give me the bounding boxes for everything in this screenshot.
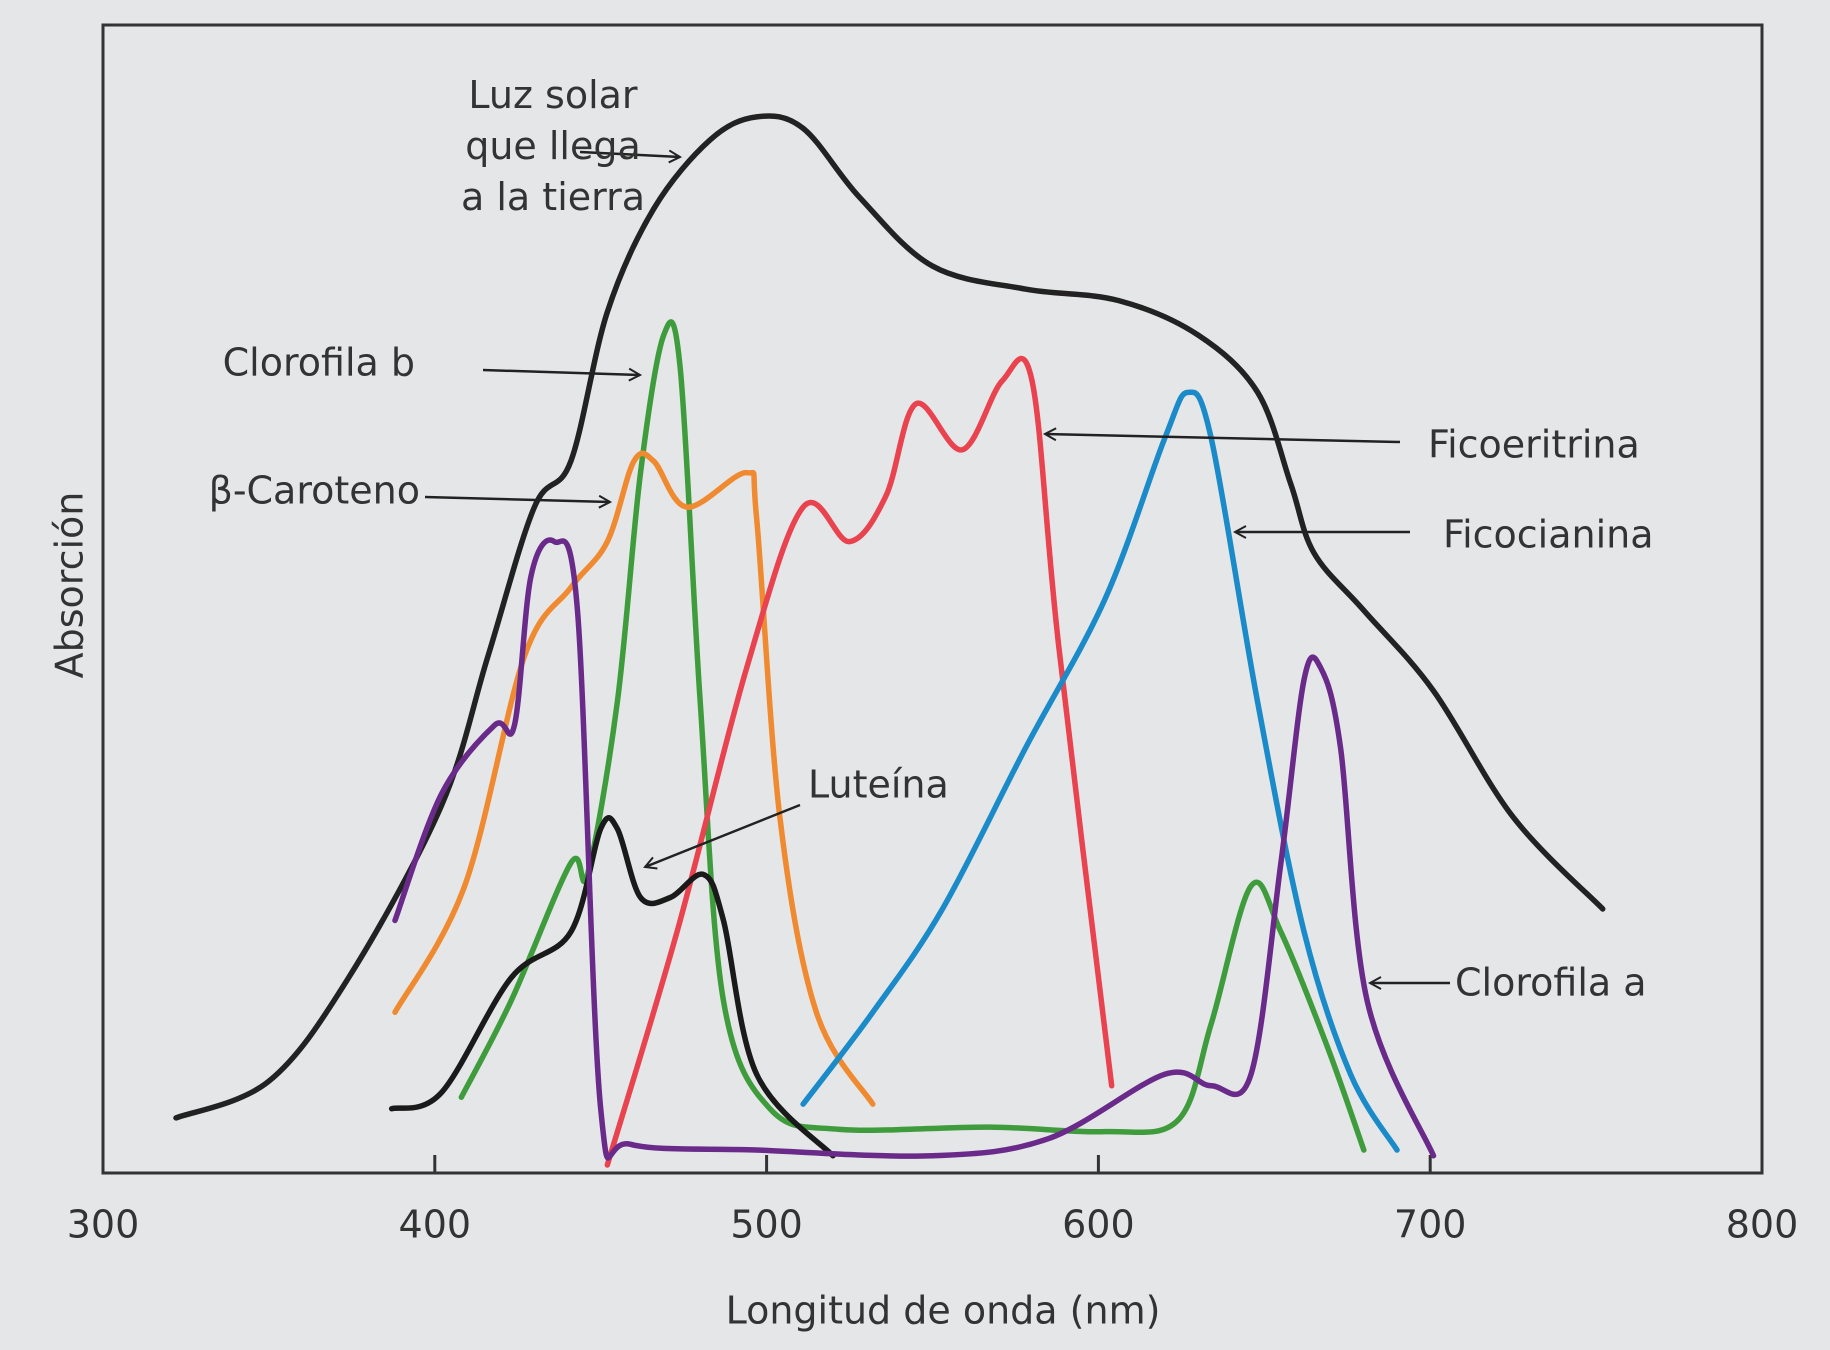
label-arrow <box>1045 434 1401 444</box>
x-tick-label: 700 <box>1394 1203 1467 1247</box>
x-tick-label: 300 <box>67 1203 140 1247</box>
series-label: Clorofila a <box>1455 961 1647 1005</box>
x-axis-label: Longitud de onda (nm) <box>726 1289 1161 1333</box>
series-line <box>800 389 1400 1153</box>
series-line <box>604 355 1115 1168</box>
x-tick-label: 400 <box>399 1203 472 1247</box>
series-line <box>388 815 836 1159</box>
series-label: β-Caroteno <box>209 469 420 513</box>
series-label: Ficocianina <box>1443 513 1654 557</box>
series-line <box>173 113 1606 1121</box>
x-tick-label: 500 <box>730 1203 803 1247</box>
x-tick-label: 600 <box>1062 1203 1135 1247</box>
series-label: Luz solar que llega a la tierra <box>461 73 645 219</box>
series-line <box>392 537 1437 1161</box>
y-axis-label: Absorción <box>48 492 92 679</box>
label-line: que llega <box>465 124 641 168</box>
series-label: Luteína <box>808 763 949 807</box>
series-line <box>392 450 876 1107</box>
label-arrow <box>424 497 610 502</box>
label-arrow <box>645 803 801 867</box>
label-line: Luz solar <box>468 73 638 117</box>
x-tick-label: 800 <box>1726 1203 1799 1247</box>
label-line: a la tierra <box>461 175 645 219</box>
label-arrow <box>482 370 640 375</box>
plot-frame <box>101 23 1764 1175</box>
series-label: Clorofila b <box>223 341 415 385</box>
series-label: Ficoeritrina <box>1428 423 1640 467</box>
label-arrow <box>579 152 680 157</box>
